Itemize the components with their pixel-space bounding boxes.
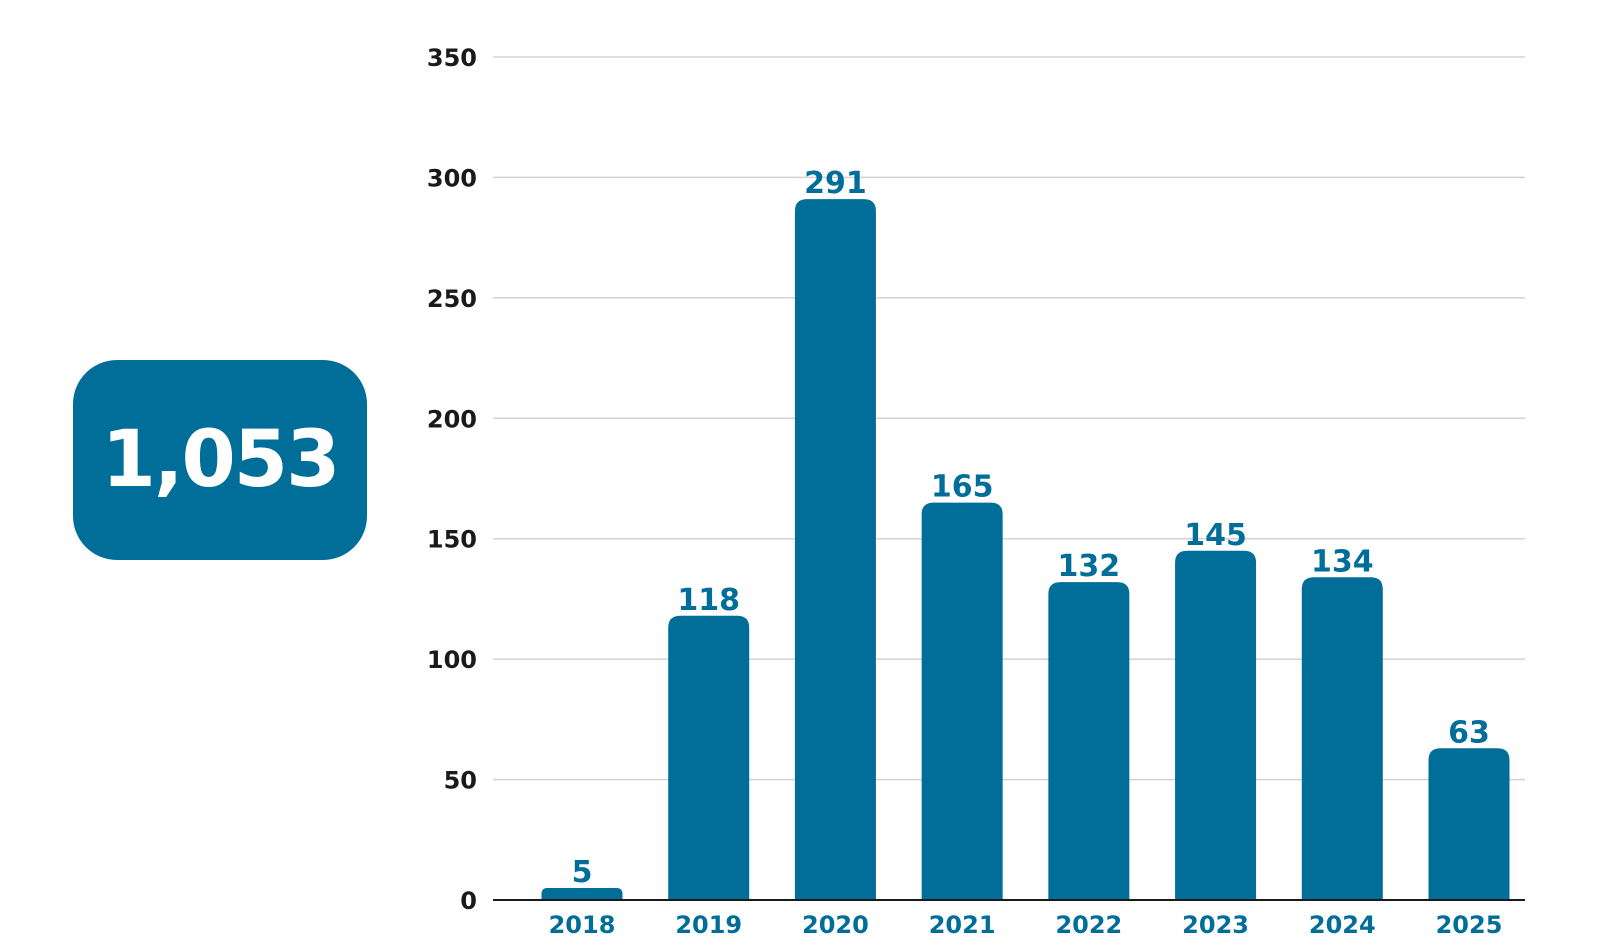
gridlines	[493, 56, 1525, 781]
data-label-2020: 291	[804, 166, 867, 201]
y-tick-label: 50	[444, 767, 477, 795]
bar-2021	[921, 502, 1003, 900]
y-tick-label: 0	[460, 887, 477, 915]
data-label-2021: 165	[931, 470, 994, 505]
y-axis-ticks: 0 50 100 150 200 250 300 350	[427, 44, 477, 915]
x-category-label: 2020	[802, 911, 869, 939]
bar-2019	[668, 615, 750, 900]
data-label-2024: 134	[1311, 544, 1374, 579]
data-label-2018: 5	[572, 855, 593, 890]
x-axis-categories: 2018 2019 2020 2021 2022 2023 2024 2025	[549, 911, 1503, 939]
data-label-2023: 145	[1184, 518, 1247, 553]
bar-2020	[794, 199, 876, 900]
total-badge: 1,053	[73, 360, 367, 560]
data-label-2025: 63	[1448, 715, 1490, 750]
x-category-label: 2019	[675, 911, 742, 939]
x-category-label: 2018	[549, 911, 616, 939]
data-label-2019: 118	[677, 583, 740, 618]
y-tick-label: 250	[427, 285, 477, 313]
y-tick-label: 150	[427, 526, 477, 554]
data-labels: 5 118 291 165 132 145 134 63	[572, 166, 1490, 890]
y-tick-label: 100	[427, 646, 477, 674]
bar-2018	[541, 887, 623, 900]
data-label-2022: 132	[1058, 549, 1121, 584]
x-category-label: 2023	[1182, 911, 1249, 939]
bar-2025	[1428, 748, 1510, 900]
x-category-label: 2024	[1309, 911, 1376, 939]
x-category-label: 2025	[1436, 911, 1503, 939]
bar-2023	[1175, 550, 1257, 900]
y-tick-label: 300	[427, 164, 477, 192]
x-category-label: 2021	[929, 911, 996, 939]
total-value: 1,053	[101, 415, 341, 505]
y-tick-label: 350	[427, 44, 477, 72]
bar-2024	[1301, 577, 1383, 900]
bars	[541, 199, 1510, 900]
x-category-label: 2022	[1055, 911, 1122, 939]
bar-2022	[1048, 582, 1130, 900]
y-tick-label: 200	[427, 405, 477, 433]
